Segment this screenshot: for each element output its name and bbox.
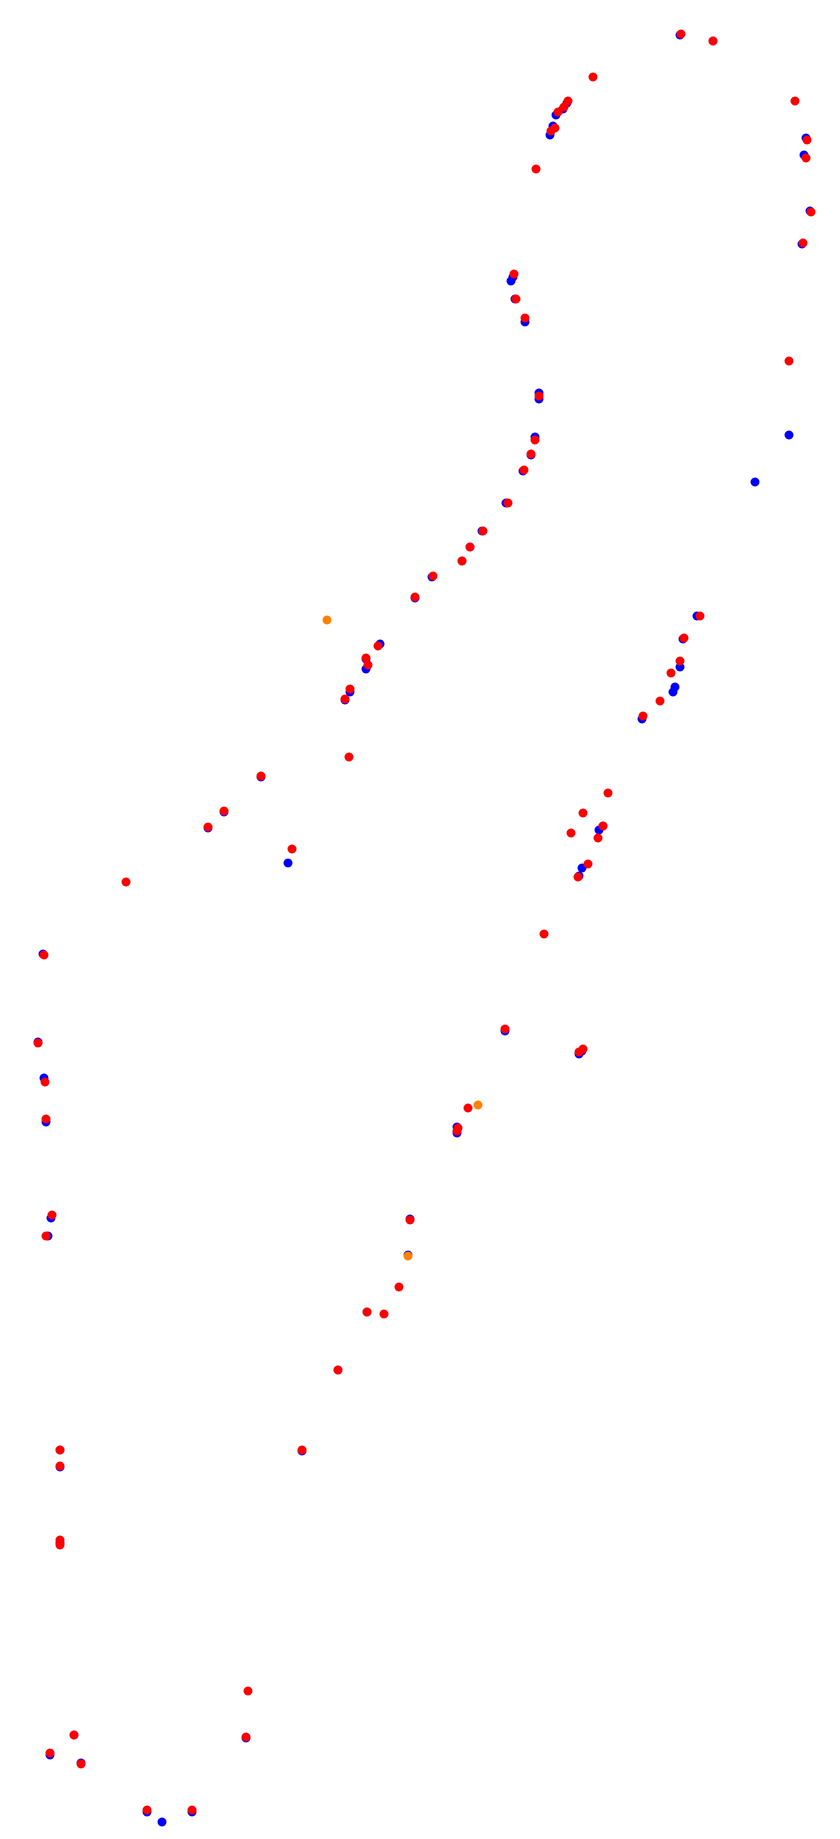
data-point (500, 1024, 510, 1034)
data-point (506, 276, 516, 286)
data-point (55, 1535, 65, 1545)
data-points (33, 29, 816, 1827)
data-point (394, 1282, 404, 1292)
data-point (287, 844, 297, 854)
data-point (361, 653, 371, 663)
data-point (546, 126, 556, 136)
data-point (530, 435, 540, 445)
data-point (410, 592, 420, 602)
data-point (333, 1365, 343, 1375)
data-point (802, 135, 812, 145)
data-point (519, 465, 529, 475)
data-point (297, 1445, 307, 1455)
data-point (531, 164, 541, 174)
data-point (344, 752, 354, 762)
data-point (503, 498, 513, 508)
data-point (405, 1215, 415, 1225)
data-point (750, 477, 760, 487)
data-point (784, 356, 794, 366)
data-point (463, 1103, 473, 1113)
data-point (573, 872, 583, 882)
data-point (598, 821, 608, 831)
data-point (574, 1047, 584, 1057)
data-point (708, 36, 718, 46)
data-point (790, 96, 800, 106)
data-point (219, 806, 229, 816)
data-point (373, 641, 383, 651)
data-point (142, 1805, 152, 1815)
data-point (806, 207, 816, 217)
data-point (798, 238, 808, 248)
data-point (76, 1759, 86, 1769)
data-point (340, 694, 350, 704)
data-point (583, 859, 593, 869)
data-point (526, 449, 536, 459)
data-point (588, 72, 598, 82)
data-point (33, 1038, 43, 1048)
data-point (41, 1231, 51, 1241)
data-point (511, 294, 521, 304)
data-point (638, 711, 648, 721)
data-point (363, 660, 373, 670)
data-point (539, 929, 549, 939)
data-point (39, 950, 49, 960)
data-point (45, 1748, 55, 1758)
data-point (457, 556, 467, 566)
data-point (203, 822, 213, 832)
data-point (69, 1730, 79, 1740)
series-1 (33, 29, 816, 1815)
data-point (593, 833, 603, 843)
data-point (40, 1077, 50, 1087)
data-point (243, 1686, 253, 1696)
data-point (784, 430, 794, 440)
data-point (695, 611, 705, 621)
data-point (428, 571, 438, 581)
data-point (675, 656, 685, 666)
series-2 (322, 615, 483, 1261)
data-point (578, 808, 588, 818)
data-point (345, 684, 355, 694)
data-point (655, 696, 665, 706)
data-point (157, 1817, 167, 1827)
data-point (256, 771, 266, 781)
data-point (187, 1805, 197, 1815)
data-point (403, 1251, 413, 1261)
data-point (666, 668, 676, 678)
data-point (509, 269, 519, 279)
data-point (121, 877, 131, 887)
data-point (362, 1307, 372, 1317)
data-point (553, 107, 563, 117)
data-point (283, 858, 293, 868)
data-point (566, 828, 576, 838)
data-point (801, 153, 811, 163)
data-point (55, 1445, 65, 1455)
data-point (603, 788, 613, 798)
data-point (679, 633, 689, 643)
data-point (559, 102, 569, 112)
data-point (668, 687, 678, 697)
data-point (47, 1210, 57, 1220)
data-point (473, 1100, 483, 1110)
data-point (55, 1461, 65, 1471)
data-point (322, 615, 332, 625)
data-point (452, 1126, 462, 1136)
data-point (676, 29, 686, 39)
data-point (41, 1114, 51, 1124)
data-point (465, 542, 475, 552)
data-point (534, 391, 544, 401)
data-point (478, 526, 488, 536)
data-point (241, 1732, 251, 1742)
data-point (379, 1309, 389, 1319)
data-point (520, 313, 530, 323)
